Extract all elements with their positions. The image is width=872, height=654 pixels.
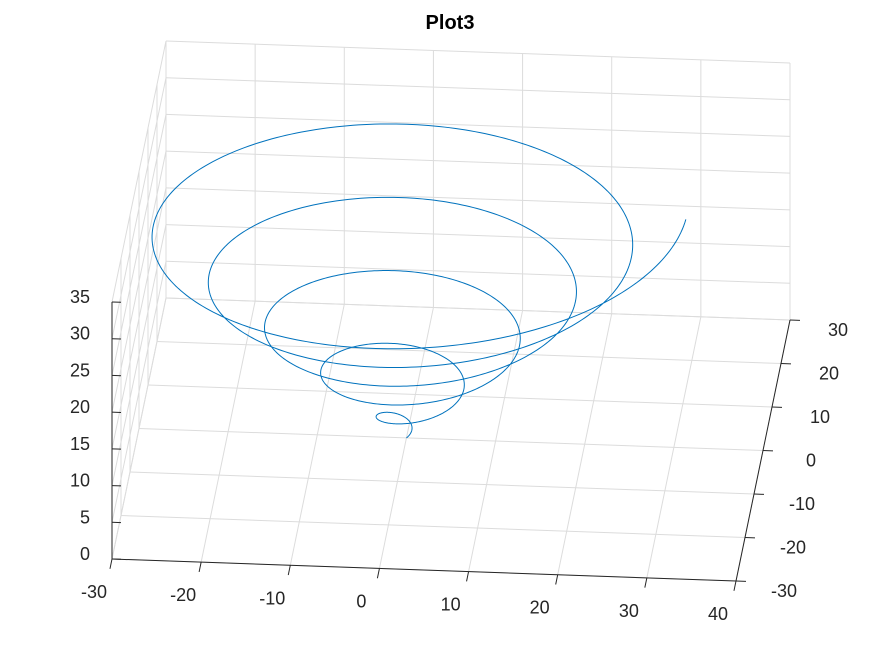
z-tick-label: 15 [70, 434, 90, 454]
y-tick-label: -10 [789, 494, 815, 514]
y-tick-label: -20 [780, 538, 806, 558]
grid-line-left-z [111, 187, 167, 449]
x-tick-label: 40 [708, 604, 728, 624]
grid-line-left-z [111, 40, 167, 303]
grid-line-left-z [111, 151, 167, 413]
z-tick-label: 35 [70, 287, 90, 307]
x-tick-label: -20 [170, 585, 196, 605]
z-tick-label: 10 [70, 471, 90, 491]
grid-line-floor-y [138, 428, 764, 451]
grid-line-left-z [111, 224, 167, 486]
chart-title: Plot3 [426, 12, 475, 34]
x-tick-mark [466, 571, 470, 582]
x-tick-label: -30 [81, 582, 107, 602]
grid-line-back-z [165, 297, 791, 321]
grid-line-floor-y [156, 341, 782, 364]
grid-line-back-z [165, 187, 791, 211]
y-tick-label: 0 [806, 451, 816, 471]
grid-line-back-z [165, 40, 791, 64]
grid-line-back-z [165, 150, 791, 174]
x-tick-mark [555, 574, 559, 585]
z-tick-label: 25 [70, 360, 90, 380]
grid-line-back-z [165, 224, 791, 248]
grid-line-left-z [111, 261, 167, 523]
z-tick-label: 5 [80, 507, 90, 527]
x-tick-label: 10 [441, 595, 461, 615]
x-tick-label: 30 [619, 601, 639, 621]
x-tick-mark [198, 562, 202, 573]
grid-line-back-z [165, 77, 791, 101]
grid-line-floor-y [120, 515, 746, 538]
x-tick-label: 20 [530, 598, 550, 618]
z-tick-label: 30 [70, 324, 90, 344]
grid-line-back-z [165, 113, 791, 137]
y-tick-label: 30 [828, 320, 848, 340]
grid-line-left-z [111, 297, 167, 560]
x-tick-label: 0 [356, 591, 366, 611]
x-tick-mark [287, 565, 291, 576]
grid-line-back-z [165, 260, 791, 284]
grid-line-floor-y [147, 384, 773, 408]
series-line-0 [151, 123, 687, 439]
x-tick-label: -10 [259, 588, 285, 608]
x-tick-mark [733, 580, 737, 591]
x-tick-mark [376, 568, 380, 579]
y-tick-label: 20 [819, 364, 839, 384]
grid-line-left-z [111, 114, 167, 376]
grid-layer [111, 40, 791, 582]
grid-line-floor-y [129, 471, 755, 495]
z-tick-label: 0 [80, 544, 90, 564]
x-axis-line [111, 558, 737, 582]
series-layer [151, 123, 687, 439]
y-tick-label: 10 [810, 407, 830, 427]
x-tick-mark [644, 577, 648, 588]
ticks-layer: -30 -20 -10 0 10 20 30 40 -30 -20 -10 0 10 20 30 0 5 10 15… [70, 287, 848, 624]
z-tick-label: 20 [70, 397, 90, 417]
x-tick-mark [109, 558, 113, 569]
y-tick-label: -30 [771, 581, 797, 601]
grid-line-left-z [111, 77, 167, 339]
